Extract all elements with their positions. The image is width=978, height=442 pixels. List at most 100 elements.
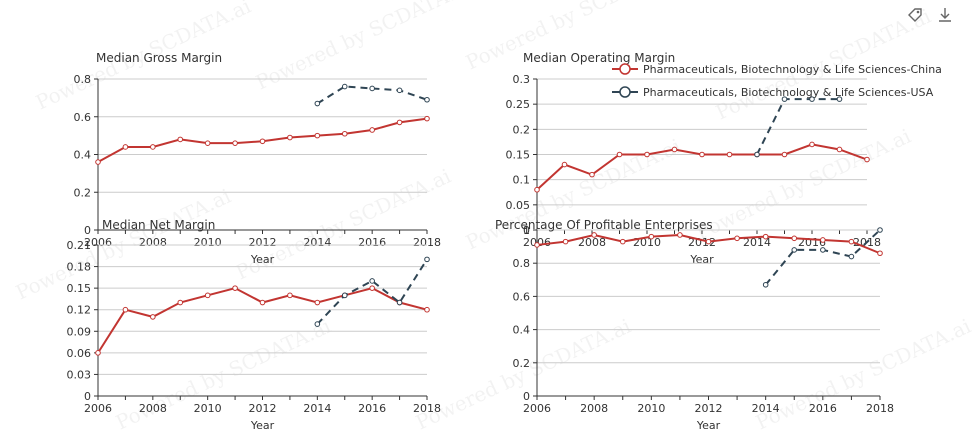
data-point-china[interactable]: [734, 235, 740, 242]
data-point-china[interactable]: [671, 146, 678, 153]
data-point-china[interactable]: [396, 119, 403, 126]
data-point-usa[interactable]: [396, 87, 403, 94]
data-point-china[interactable]: [259, 299, 266, 306]
toolbox: [906, 6, 954, 24]
chart-title: Median Gross Margin: [96, 51, 222, 65]
data-point-china[interactable]: [534, 186, 540, 193]
data-point-china[interactable]: [619, 238, 626, 245]
tag-icon[interactable]: [906, 6, 924, 24]
data-point-usa[interactable]: [369, 278, 375, 284]
data-point-china[interactable]: [677, 232, 683, 238]
data-point-china[interactable]: [259, 138, 266, 145]
data-point-china[interactable]: [369, 285, 375, 291]
watermark-text: Powered by SCDATA.ai: [752, 314, 975, 435]
y-tick-label: 0.21: [67, 239, 92, 252]
data-point-china[interactable]: [836, 146, 843, 153]
data-point-usa[interactable]: [836, 96, 843, 102]
data-point-china[interactable]: [705, 238, 712, 245]
data-point-china[interactable]: [644, 151, 650, 158]
data-point-china[interactable]: [864, 156, 870, 163]
x-tick-label: 2018: [413, 236, 441, 249]
y-tick-label: 0.25: [506, 98, 531, 111]
data-point-china[interactable]: [287, 292, 293, 299]
data-point-china[interactable]: [561, 161, 568, 168]
x-axis-label: Year: [250, 253, 275, 266]
data-point-usa[interactable]: [762, 281, 769, 288]
x-tick-label: 2014: [743, 236, 771, 249]
data-point-china[interactable]: [287, 134, 293, 141]
data-point-china[interactable]: [762, 233, 769, 240]
data-point-china[interactable]: [150, 314, 156, 320]
data-point-china[interactable]: [95, 350, 101, 356]
data-point-usa[interactable]: [877, 227, 883, 233]
data-point-usa[interactable]: [754, 151, 760, 158]
y-tick-label: 0.4: [74, 149, 92, 162]
x-tick-label: 2006: [523, 402, 551, 415]
y-tick-label: 0.2: [74, 186, 92, 199]
data-point-china[interactable]: [341, 130, 348, 137]
legend-item-usa[interactable]: Pharmaceuticals, Biotechnology & Life Sc…: [612, 86, 934, 99]
data-point-usa[interactable]: [314, 100, 321, 107]
data-point-china[interactable]: [809, 141, 815, 148]
chart-title: Median Net Margin: [102, 218, 215, 232]
data-point-usa[interactable]: [781, 96, 788, 102]
data-point-china[interactable]: [791, 235, 798, 242]
data-point-china[interactable]: [424, 306, 430, 313]
data-point-china[interactable]: [616, 151, 623, 158]
chart-title: Percentage Of Profitable Enterprises: [495, 218, 713, 232]
x-tick-label: 2008: [139, 402, 167, 415]
data-point-china[interactable]: [314, 132, 321, 139]
data-point-china[interactable]: [848, 238, 855, 245]
data-point-china[interactable]: [177, 136, 184, 143]
legend-marker: [619, 86, 631, 98]
y-tick-label: 0: [523, 224, 530, 237]
data-point-china[interactable]: [232, 285, 238, 291]
y-tick-label: 0.03: [67, 368, 92, 381]
data-point-china[interactable]: [424, 115, 430, 122]
data-point-china[interactable]: [820, 237, 826, 243]
y-tick-label: 0.2: [513, 123, 531, 136]
legend-item-china[interactable]: Pharmaceuticals, Biotechnology & Life Sc…: [612, 63, 942, 76]
data-point-china[interactable]: [95, 159, 101, 165]
data-point-usa[interactable]: [341, 83, 348, 90]
data-point-usa[interactable]: [820, 247, 826, 253]
data-point-china[interactable]: [877, 250, 883, 257]
data-point-usa[interactable]: [369, 85, 375, 92]
y-tick-label: 0.12: [67, 304, 92, 317]
data-point-china[interactable]: [150, 144, 156, 150]
data-point-china[interactable]: [534, 242, 540, 248]
data-point-china[interactable]: [232, 140, 238, 146]
data-point-usa[interactable]: [848, 253, 855, 260]
x-tick-label: 2014: [752, 402, 780, 415]
data-point-china[interactable]: [369, 127, 375, 133]
data-point-china[interactable]: [648, 233, 655, 240]
y-tick-label: 0.3: [513, 73, 531, 86]
legend-marker: [619, 63, 631, 75]
data-point-china[interactable]: [781, 151, 788, 158]
data-point-china[interactable]: [122, 306, 129, 313]
data-point-china[interactable]: [589, 171, 595, 178]
data-point-china[interactable]: [699, 151, 705, 158]
data-point-china[interactable]: [204, 140, 211, 146]
data-point-usa[interactable]: [424, 256, 430, 263]
data-point-usa[interactable]: [424, 96, 430, 103]
x-tick-label: 2006: [84, 236, 112, 249]
x-tick-label: 2014: [303, 402, 331, 415]
data-point-china[interactable]: [122, 144, 129, 150]
data-point-usa[interactable]: [341, 292, 348, 299]
data-point-usa[interactable]: [791, 247, 798, 253]
x-tick-label: 2018: [413, 402, 441, 415]
data-point-china[interactable]: [726, 151, 733, 158]
x-tick-label: 2018: [866, 402, 894, 415]
data-point-china[interactable]: [177, 299, 184, 306]
data-point-china[interactable]: [562, 238, 569, 245]
data-point-china[interactable]: [204, 292, 211, 299]
download-icon[interactable]: [936, 6, 954, 24]
data-point-usa[interactable]: [314, 321, 321, 327]
x-tick-label: 2014: [303, 236, 331, 249]
data-point-china[interactable]: [591, 232, 597, 238]
data-point-usa[interactable]: [396, 299, 403, 306]
data-point-usa[interactable]: [809, 96, 815, 102]
data-point-china[interactable]: [314, 299, 321, 306]
